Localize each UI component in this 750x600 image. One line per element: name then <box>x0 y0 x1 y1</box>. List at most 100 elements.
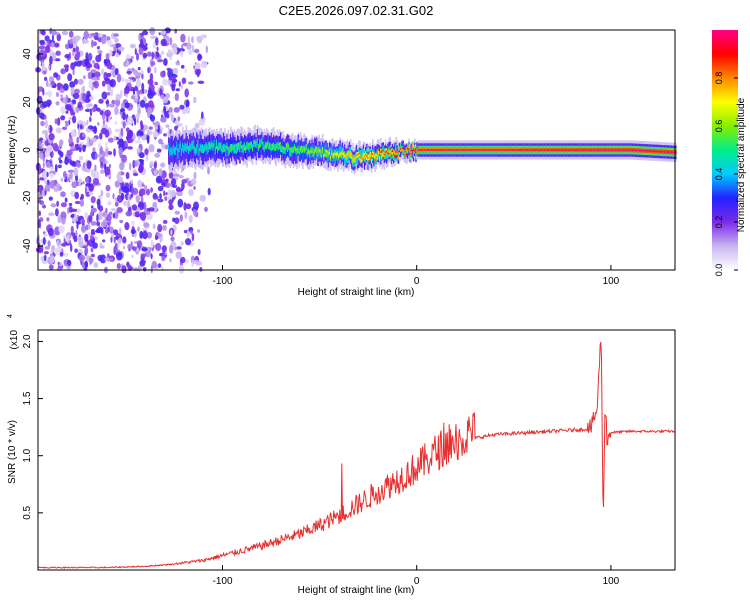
ridge-cell <box>182 143 184 147</box>
ridge-cell <box>347 153 350 156</box>
noise-speckle <box>60 177 64 182</box>
noise-speckle <box>171 83 176 92</box>
noise-speckle <box>54 164 58 173</box>
ridge-cell <box>374 159 376 162</box>
noise-speckle <box>152 42 156 49</box>
noise-speckle <box>52 142 59 152</box>
noise-speckle <box>99 110 104 115</box>
ridge-cell <box>376 154 379 160</box>
noise-speckle <box>154 37 159 46</box>
noise-speckle <box>97 50 103 54</box>
noise-speckle <box>43 251 50 255</box>
noise-speckle <box>42 170 49 179</box>
noise-speckle <box>125 127 130 133</box>
noise-speckle <box>44 184 50 192</box>
ridge-cell <box>499 149 501 151</box>
ridge-cell <box>330 156 332 159</box>
noise-speckle <box>40 120 45 127</box>
ridge-cell <box>225 145 227 149</box>
ridge-cell <box>459 149 461 151</box>
ridge-cell <box>388 149 390 155</box>
noise-speckle <box>48 133 55 141</box>
ridge-cell <box>516 149 519 151</box>
noise-speckle <box>100 169 105 174</box>
ridge-cell <box>373 157 375 160</box>
ridge-cell <box>211 143 213 147</box>
noise-speckle <box>55 91 60 98</box>
ridge-cell <box>278 143 281 146</box>
ridge-cell <box>187 146 190 155</box>
ridge-cell <box>504 149 507 151</box>
ridge-cell <box>473 149 475 151</box>
noise-speckle <box>53 42 60 48</box>
ridge-cell <box>312 154 315 157</box>
ridge-cell <box>605 149 607 151</box>
ridge-cell <box>324 149 326 156</box>
ridge-cell <box>246 146 248 150</box>
noise-speckle <box>42 66 46 71</box>
noise-speckle <box>184 68 187 74</box>
noise-speckle <box>148 144 155 153</box>
ridge-cell <box>191 142 193 146</box>
noise-speckle <box>50 41 55 48</box>
noise-speckle <box>48 264 54 271</box>
ridge-cell <box>651 150 654 152</box>
ridge-cell <box>243 148 246 151</box>
ridge-cell <box>263 147 266 150</box>
ridge-cell <box>502 149 505 151</box>
ridge-cell <box>408 144 410 150</box>
ridge-cell <box>339 153 341 156</box>
noise-speckle <box>147 130 153 135</box>
ridge-cell <box>405 147 408 153</box>
noise-speckle <box>171 178 177 186</box>
ridge-cell <box>220 143 223 152</box>
noise-speckle <box>130 229 136 235</box>
noise-speckle <box>55 50 61 56</box>
ridge-cell <box>252 144 254 152</box>
noise-speckle <box>190 230 193 235</box>
noise-speckle <box>68 30 74 38</box>
noise-speckle <box>67 73 73 82</box>
noise-speckle <box>100 189 104 197</box>
snr-panel: -100 0 100 0.5 1.0 1.5 2.0 Height of straight… <box>7 314 676 596</box>
noise-speckle <box>63 252 69 257</box>
ridge-cell <box>294 146 296 149</box>
noise-speckle <box>108 49 113 57</box>
spectrogram-y-tick-label: 40 <box>22 48 33 60</box>
noise-speckle <box>136 248 140 252</box>
noise-speckle <box>76 136 80 144</box>
ridge-cell <box>207 144 210 153</box>
noise-speckle <box>79 155 83 161</box>
ridge-cell <box>368 152 371 155</box>
ridge-cell <box>574 149 577 151</box>
noise-speckle <box>35 247 42 253</box>
ridge-cell <box>275 146 277 149</box>
snr-y-axis: 0.5 1.0 1.5 2.0 <box>22 334 43 520</box>
ridge-cell <box>341 149 344 156</box>
noise-speckle <box>175 62 181 66</box>
ridge-cell <box>451 149 453 151</box>
ridge-cell <box>347 150 350 163</box>
ridge-cell <box>659 150 662 153</box>
noise-speckle <box>139 99 146 108</box>
noise-speckle <box>160 38 167 47</box>
noise-speckle <box>61 30 69 36</box>
noise-speckle <box>121 265 127 274</box>
ridge-cell <box>337 152 339 155</box>
noise-speckle <box>114 121 118 125</box>
ridge-cell <box>192 146 195 150</box>
noise-speckle <box>178 264 185 274</box>
ridge-cell <box>592 149 594 151</box>
noise-speckle <box>77 236 84 242</box>
ridge-cell <box>381 153 383 160</box>
ridge-cell <box>620 149 622 151</box>
noise-speckle <box>156 46 159 51</box>
ridge-cell <box>325 149 327 152</box>
ridge-cell <box>596 149 599 151</box>
noise-speckle <box>136 79 141 88</box>
ridge-cell <box>474 149 477 151</box>
ridge-cell <box>224 143 226 152</box>
ridge-cell <box>178 143 181 153</box>
noise-speckle <box>49 55 53 65</box>
noise-speckle <box>129 43 136 49</box>
